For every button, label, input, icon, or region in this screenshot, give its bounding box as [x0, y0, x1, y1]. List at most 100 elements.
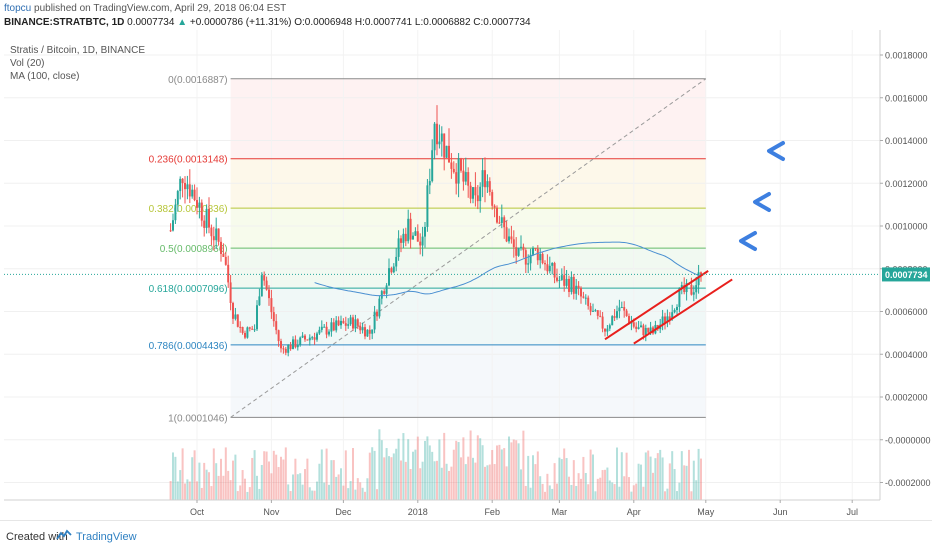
volume-bar: [644, 452, 647, 500]
candle: [700, 272, 702, 275]
candle: [179, 178, 182, 192]
candle: [536, 248, 539, 261]
candle: [390, 268, 393, 273]
volume-bar: [224, 447, 227, 500]
legend-ma[interactable]: MA (100, close): [10, 71, 80, 82]
volume-bar: [508, 436, 510, 500]
volume-bar: [284, 447, 287, 500]
price-tick-label: 0.0014000: [885, 136, 928, 146]
volume-bar: [700, 458, 702, 500]
candle: [534, 248, 537, 250]
volume-bar: [486, 465, 489, 500]
volume-bar: [445, 463, 448, 500]
price-chart[interactable]: 0(0.0016887) 0.236(0.0013148) 0.382(0.0010…: [0, 0, 932, 520]
volume-bar: [210, 486, 213, 500]
volume-bar: [354, 489, 357, 500]
volume-bar: [268, 461, 270, 500]
candle: [443, 133, 446, 158]
candle: [524, 250, 527, 265]
volume-bar: [217, 475, 220, 500]
volume-bar: [253, 450, 256, 500]
candle: [685, 283, 688, 293]
candle: [505, 227, 508, 242]
volume-bar: [580, 478, 582, 500]
candle: [464, 172, 467, 182]
legend-volume[interactable]: Vol (20): [10, 58, 45, 69]
volume-bar: [239, 485, 242, 500]
candle: [455, 172, 458, 184]
price-tick-label: -0.0000000: [885, 435, 931, 445]
candle: [421, 236, 424, 246]
candle: [208, 208, 210, 228]
volume-bar: [280, 456, 282, 500]
volume-bar: [652, 472, 654, 500]
candle: [450, 162, 453, 169]
volume-bar: [613, 484, 616, 500]
volume-bar: [181, 448, 184, 500]
volume-bar: [630, 491, 633, 500]
volume-bar: [179, 470, 182, 500]
candle: [560, 275, 563, 280]
candle: [244, 332, 246, 338]
volume-bar: [640, 464, 642, 500]
volume-bar: [270, 473, 273, 500]
fib-level-label: 0.236(0.0013148): [149, 155, 228, 166]
candle: [373, 311, 376, 330]
candle: [503, 217, 506, 228]
volume-bar: [335, 476, 338, 500]
candle: [236, 314, 239, 327]
author-link[interactable]: ftopcu: [4, 3, 32, 14]
volume-bar: [474, 462, 477, 500]
time-tick-label: Nov: [263, 507, 280, 517]
candle: [220, 241, 222, 254]
target-arrow-icon: [739, 231, 757, 251]
candle: [407, 218, 410, 242]
volume-bar: [481, 445, 484, 500]
volume-bar: [246, 491, 249, 500]
volume-bar: [299, 473, 302, 500]
volume-bar: [443, 432, 446, 500]
candle: [522, 246, 525, 251]
candle: [625, 310, 628, 317]
volume-bar: [409, 468, 412, 500]
volume-bar: [289, 491, 292, 500]
fib-zone: [230, 344, 706, 418]
volume-bar: [608, 480, 611, 500]
tradingview-brand[interactable]: TradingView: [76, 531, 137, 543]
publish-line: ftopcu published on TradingView.com, Apr…: [4, 3, 286, 14]
candle: [577, 285, 580, 288]
candle: [690, 284, 693, 295]
volume-bar: [385, 448, 388, 500]
candle: [539, 253, 542, 261]
volume-bar: [323, 482, 326, 500]
candle: [644, 327, 647, 336]
volume-bar: [664, 491, 666, 500]
volume-bar: [577, 473, 580, 500]
candle: [306, 339, 309, 341]
candle: [623, 307, 626, 311]
volume-bar: [186, 479, 189, 500]
candle: [678, 287, 681, 307]
volume-bar: [517, 443, 520, 500]
volume-bar: [587, 484, 590, 500]
volume-bar: [316, 481, 318, 500]
volume-bar: [601, 470, 604, 500]
candle: [601, 316, 604, 329]
candle: [217, 228, 220, 242]
volume-bar: [388, 456, 390, 500]
candle: [337, 320, 340, 326]
volume-bar: [551, 488, 554, 500]
volume-bar: [234, 454, 237, 500]
candle: [344, 323, 347, 326]
candle: [210, 227, 213, 237]
candle: [419, 241, 422, 246]
volume-bar: [584, 473, 587, 500]
fib-level-label: 0.618(0.0007096): [149, 284, 228, 295]
candle: [277, 330, 280, 342]
candle: [256, 305, 258, 330]
volume-bar: [532, 455, 534, 500]
volume-bar: [464, 464, 467, 500]
price-tick-label: -0.0002000: [885, 478, 931, 488]
volume-bar: [676, 491, 678, 500]
candle: [517, 247, 520, 256]
